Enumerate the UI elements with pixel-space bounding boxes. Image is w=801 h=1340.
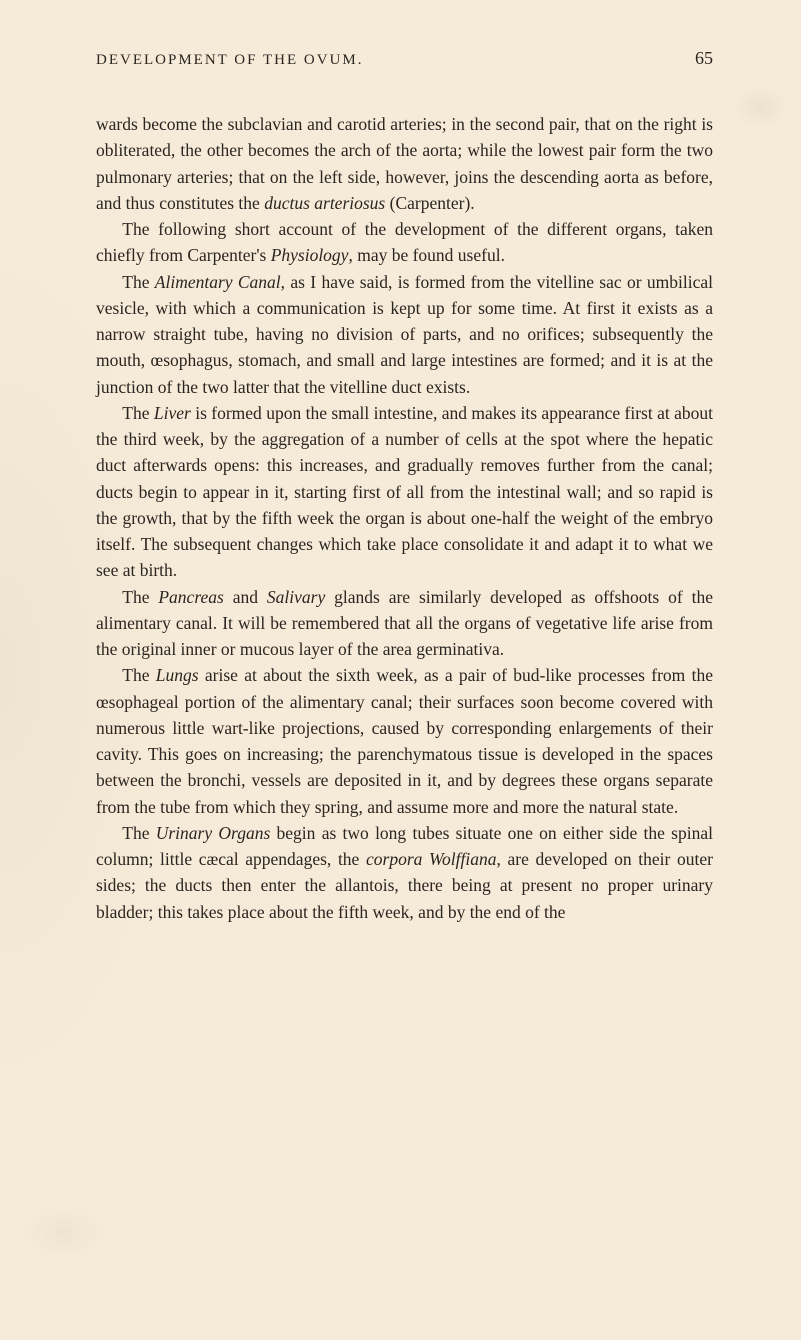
page-number: 65 bbox=[695, 48, 713, 69]
italic-term: Physiology bbox=[271, 245, 349, 265]
italic-term: Alimentary Canal bbox=[155, 272, 281, 292]
text-run: The bbox=[122, 403, 154, 423]
page-header: DEVELOPMENT OF THE OVUM. 65 bbox=[96, 48, 713, 69]
text-run: arise at about the sixth week, as a pair… bbox=[96, 665, 713, 816]
italic-term: Lungs bbox=[156, 665, 199, 685]
text-run: The bbox=[122, 272, 155, 292]
italic-term: Urinary Organs bbox=[156, 823, 271, 843]
italic-term: ductus arteriosus bbox=[264, 193, 385, 213]
paragraph-1: wards become the subclavian and carotid … bbox=[96, 111, 713, 216]
text-run: The bbox=[122, 665, 156, 685]
paragraph-5: The Pancreas and Salivary glands are sim… bbox=[96, 584, 713, 663]
running-title: DEVELOPMENT OF THE OVUM. bbox=[96, 52, 363, 69]
paragraph-3: The Alimentary Canal, as I have said, is… bbox=[96, 269, 713, 400]
text-run: and bbox=[224, 587, 267, 607]
italic-term: corpora Wolffiana bbox=[366, 849, 496, 869]
paragraph-7: The Urinary Organs begin as two long tub… bbox=[96, 820, 713, 925]
paragraph-4: The Liver is formed upon the small intes… bbox=[96, 400, 713, 584]
text-run: , may be found useful. bbox=[348, 245, 505, 265]
paragraph-2: The following short account of the devel… bbox=[96, 216, 713, 269]
italic-term: Salivary bbox=[267, 587, 325, 607]
text-run: The bbox=[122, 587, 158, 607]
text-run: The bbox=[122, 823, 155, 843]
text-run: is formed upon the small intestine, and … bbox=[96, 403, 713, 581]
body-text: wards become the subclavian and carotid … bbox=[96, 111, 713, 925]
italic-term: Liver bbox=[154, 403, 191, 423]
italic-term: Pancreas bbox=[158, 587, 223, 607]
paragraph-6: The Lungs arise at about the sixth week,… bbox=[96, 662, 713, 820]
text-run: (Carpenter). bbox=[385, 193, 474, 213]
